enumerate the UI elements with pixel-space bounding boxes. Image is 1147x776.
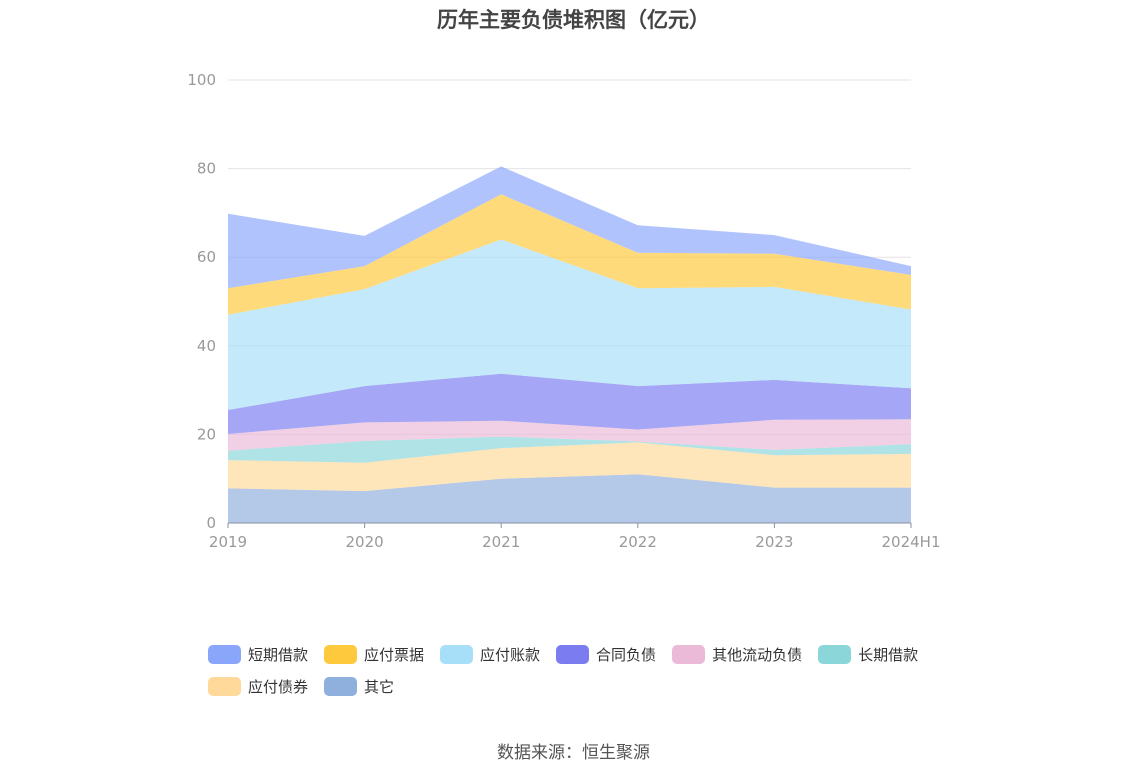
area-series-layer bbox=[228, 166, 911, 523]
source-note: 数据来源：恒生聚源 bbox=[497, 743, 650, 763]
legend-label: 应付债券 bbox=[248, 677, 309, 696]
area-series-1[interactable] bbox=[228, 442, 911, 492]
legend-swatch bbox=[324, 676, 358, 696]
legend-label: 其他流动负债 bbox=[712, 645, 803, 664]
legend-label: 长期借款 bbox=[858, 645, 919, 664]
legend-item-6[interactable]: 应付债券 bbox=[208, 670, 308, 702]
y-tick-label: 20 bbox=[197, 425, 216, 443]
y-tick-label: 60 bbox=[197, 248, 216, 266]
y-tick-label: 80 bbox=[197, 160, 216, 178]
area-series-6[interactable] bbox=[228, 194, 911, 315]
legend-item-7[interactable]: 其它 bbox=[324, 670, 394, 702]
area-series-7[interactable] bbox=[228, 166, 911, 289]
axes: 0 20 40 60 80 100 2019 2020 2021 2022 2023 2024H1 bbox=[187, 71, 940, 551]
y-tick-label: 0 bbox=[206, 514, 216, 532]
x-tick-label: 2019 bbox=[209, 533, 247, 551]
x-tick-label: 2022 bbox=[619, 533, 657, 551]
legend-swatch bbox=[556, 644, 590, 664]
area-series-0[interactable] bbox=[228, 474, 911, 523]
legend-swatch bbox=[324, 644, 358, 664]
legend-swatch bbox=[818, 644, 852, 664]
legend-swatch bbox=[208, 644, 241, 664]
legend-label: 应付票据 bbox=[364, 645, 425, 664]
legend-item-1[interactable]: 应付票据 bbox=[324, 638, 424, 670]
legend-item-4[interactable]: 其他流动负债 bbox=[672, 638, 802, 670]
legend-label: 应付账款 bbox=[480, 645, 541, 664]
x-tick-label: 2020 bbox=[346, 533, 384, 551]
legend-item-5[interactable]: 长期借款 bbox=[818, 638, 918, 670]
legend-swatch bbox=[672, 644, 706, 664]
legend-label: 其它 bbox=[364, 677, 395, 696]
area-series-5[interactable] bbox=[228, 239, 911, 411]
y-tick-label: 40 bbox=[197, 337, 216, 355]
legend-swatch bbox=[440, 644, 474, 664]
legend-item-0[interactable]: 短期借款 bbox=[208, 638, 308, 670]
legend-swatch bbox=[208, 676, 241, 696]
chart-title: 历年主要负债堆积图（亿元） bbox=[437, 8, 710, 32]
legend-item-2[interactable]: 应付账款 bbox=[440, 638, 540, 670]
area-series-4[interactable] bbox=[228, 373, 911, 434]
area-series-3[interactable] bbox=[228, 419, 911, 451]
x-tick-label: 2024H1 bbox=[882, 533, 941, 551]
legend-label: 合同负债 bbox=[596, 645, 657, 664]
y-tick-label: 100 bbox=[187, 71, 216, 89]
x-tick-label: 2021 bbox=[482, 533, 520, 551]
legend: 短期借款 应付票据 应付账款 合同负债 其他流动负债 长期借款应付债券 其它 bbox=[208, 638, 968, 702]
legend-item-3[interactable]: 合同负债 bbox=[556, 638, 656, 670]
area-series-2[interactable] bbox=[228, 436, 911, 463]
x-tick-label: 2023 bbox=[755, 533, 793, 551]
legend-label: 短期借款 bbox=[248, 645, 309, 664]
